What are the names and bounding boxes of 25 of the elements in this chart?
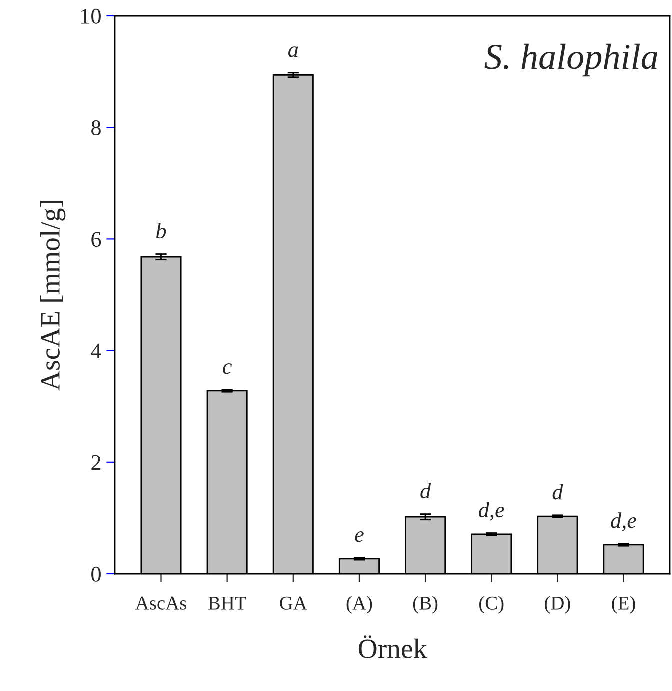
annotation: a xyxy=(288,46,298,58)
x-tick-label: (B) xyxy=(413,596,438,614)
x-tick-label: GA xyxy=(280,596,308,610)
x-tick-label: (E) xyxy=(612,596,636,614)
y-tick-label: 0 xyxy=(92,566,101,582)
x-axis-title: Örnek xyxy=(358,636,428,658)
annotation: e xyxy=(355,532,364,542)
x-tick-label: BHT xyxy=(208,596,246,610)
annotation: d,e xyxy=(611,512,637,532)
y-tick-label: 6 xyxy=(92,232,102,248)
y-tick-label: 2 xyxy=(92,455,101,470)
x-tick-label: (D) xyxy=(545,596,570,614)
annotation: c xyxy=(223,364,232,374)
annotation: d xyxy=(552,484,564,500)
x-tick-label: (C) xyxy=(480,596,504,614)
annotation: d xyxy=(420,483,432,499)
annotation: b xyxy=(156,223,166,239)
y-tick-label: 10 xyxy=(82,8,101,24)
x-tick-label: AscAs xyxy=(136,596,186,610)
annotation: S. halophila xyxy=(484,44,658,77)
y-axis-title: AscAE [mmol/g] xyxy=(40,201,66,391)
y-tick-label: 8 xyxy=(92,120,101,136)
y-tick-label: 4 xyxy=(91,344,102,359)
annotation: d,e xyxy=(479,502,504,521)
x-tick-label: (A) xyxy=(346,596,372,614)
